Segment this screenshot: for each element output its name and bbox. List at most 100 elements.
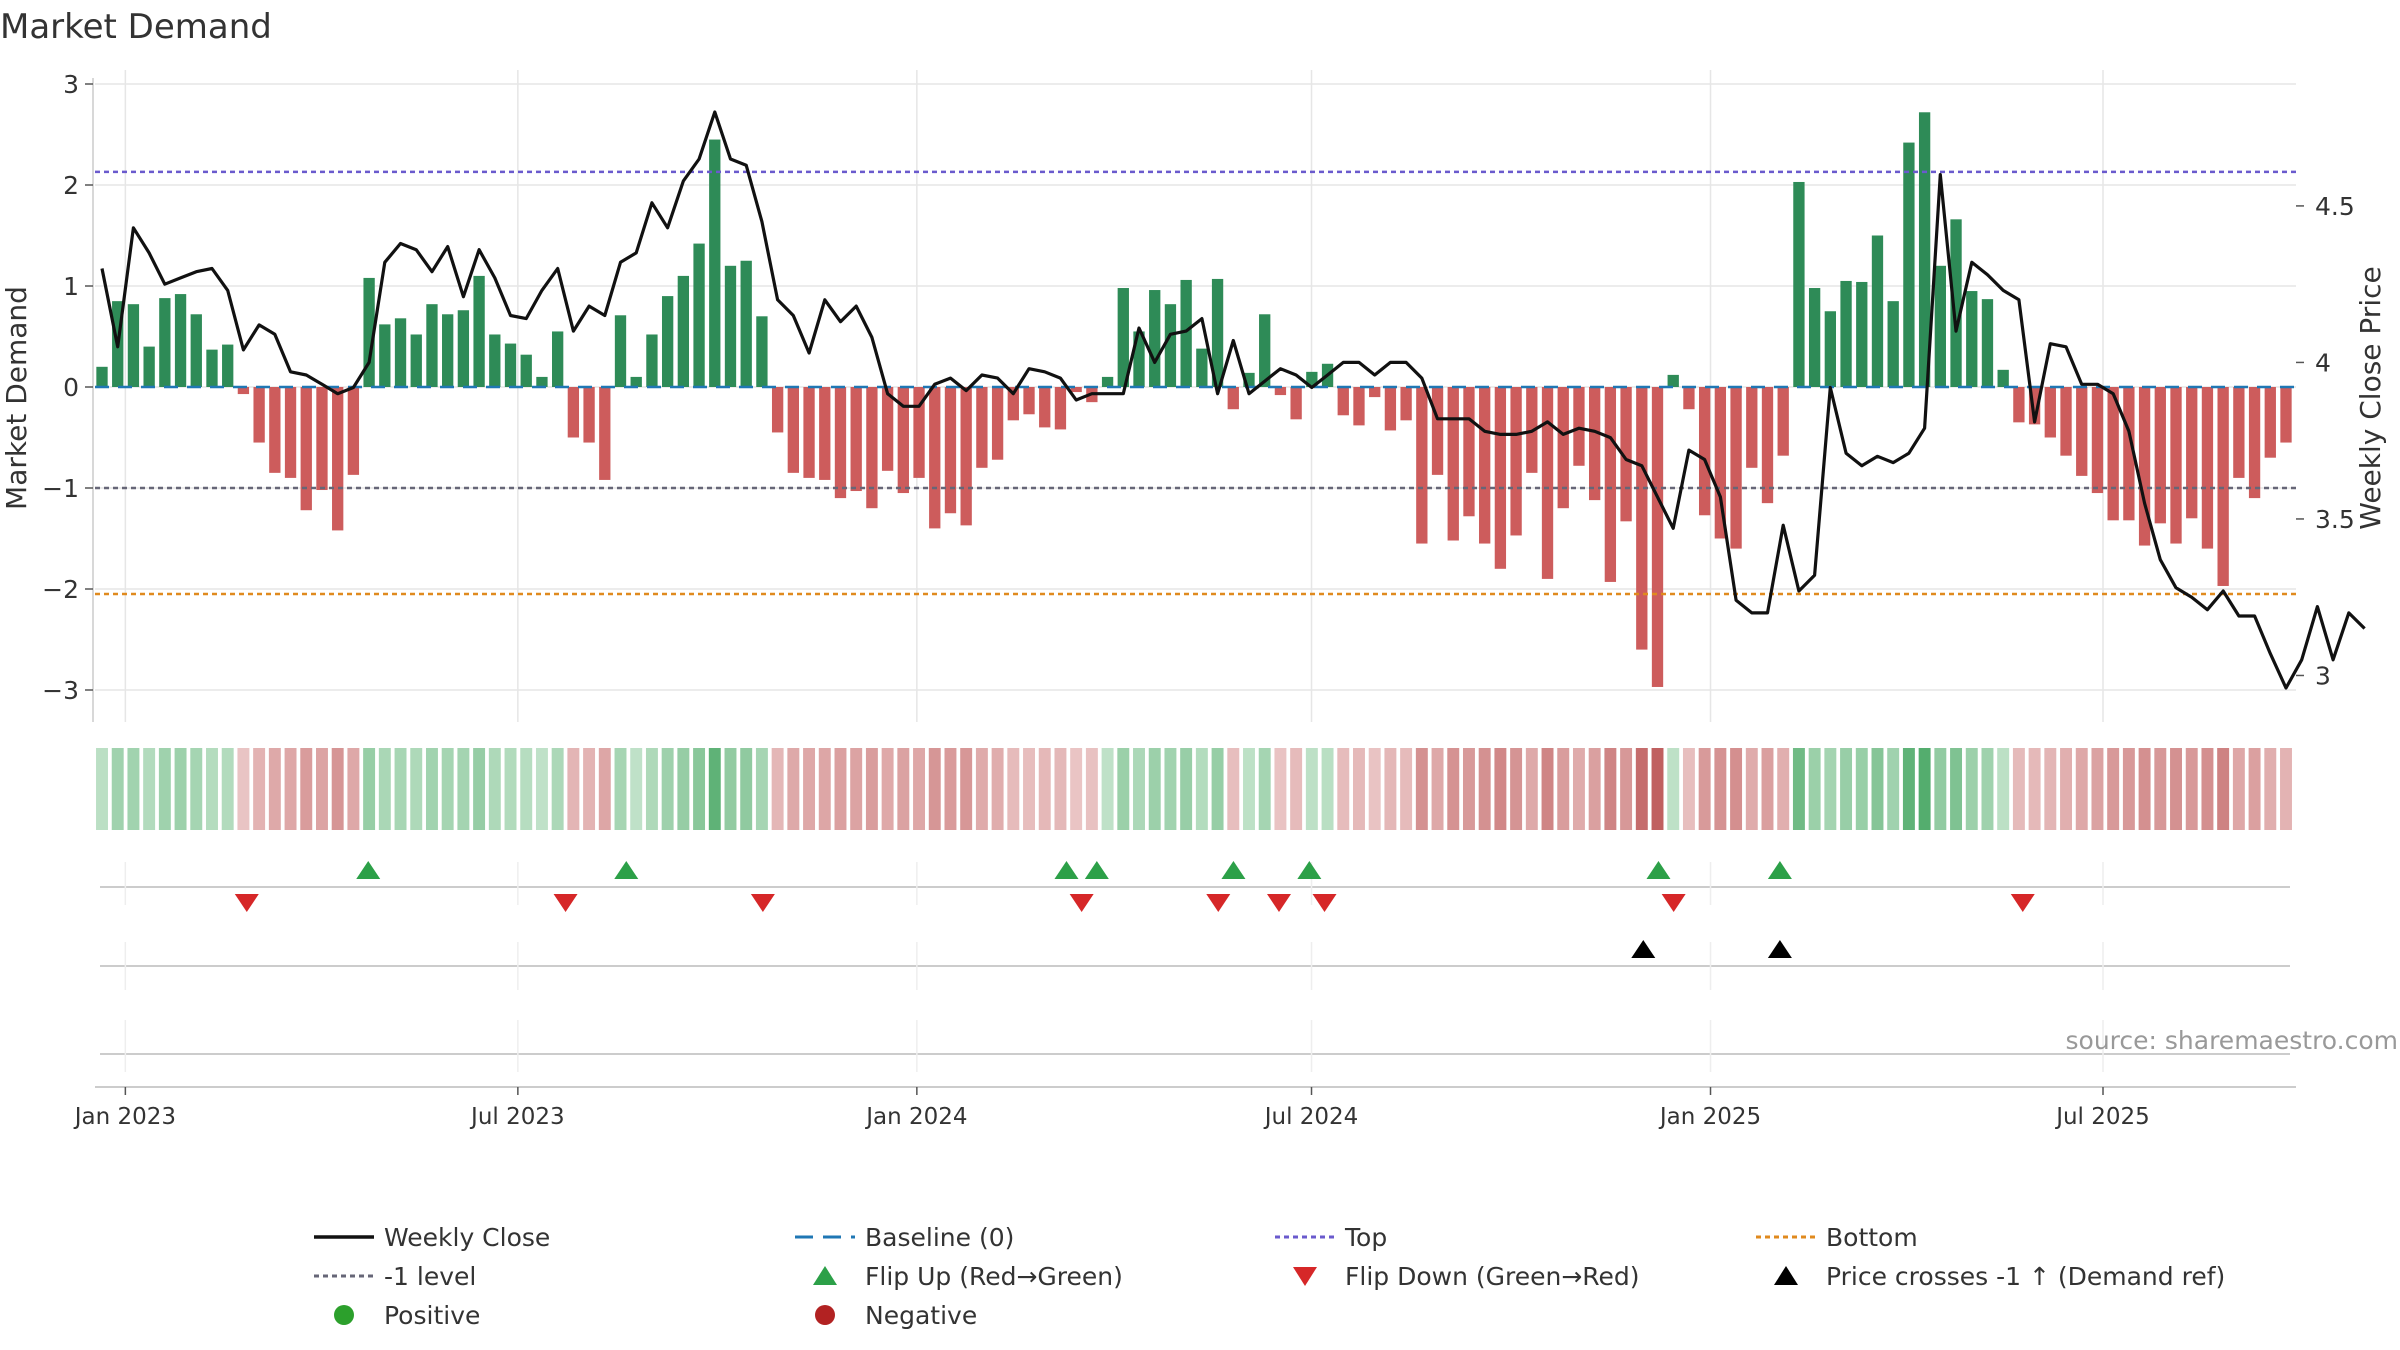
heat-cell — [1997, 748, 2010, 830]
x-tick-label: Jul 2024 — [1263, 1104, 1359, 1130]
flip-down-marker — [1069, 894, 1094, 912]
legend-label: Positive — [384, 1301, 480, 1330]
heat-cell — [425, 748, 438, 830]
heat-cell — [378, 748, 391, 830]
demand-bar-negative — [1007, 387, 1019, 421]
demand-bars — [96, 112, 2292, 687]
demand-bar-negative — [2248, 387, 2261, 499]
heat-cell — [253, 748, 266, 830]
heat-cell — [1698, 748, 1711, 830]
heat-cell — [1902, 748, 1915, 830]
demand-bar-negative — [1227, 387, 1239, 410]
demand-bar-positive — [1824, 311, 1837, 387]
demand-bar-negative — [929, 387, 941, 529]
demand-bar-negative — [2170, 387, 2182, 544]
heat-cell — [441, 748, 454, 830]
chart-title: Market Demand — [0, 7, 272, 47]
demand-bar-negative — [1683, 387, 1695, 410]
demand-bar-negative — [2186, 387, 2198, 519]
demand-bar-negative — [897, 387, 909, 494]
y-axis-label-left: Market Demand — [0, 286, 33, 510]
demand-bar-negative — [316, 387, 328, 491]
demand-bar-negative — [1557, 387, 1569, 509]
legend-label: Baseline (0) — [865, 1223, 1014, 1252]
legend-label: Bottom — [1826, 1223, 1918, 1252]
heat-cell — [850, 748, 863, 830]
heat-cell — [1133, 748, 1145, 830]
demand-bar-positive — [1981, 299, 1994, 387]
demand-bar-negative — [1589, 387, 1601, 501]
heat-cell — [394, 748, 407, 830]
demand-bar-negative — [1400, 387, 1412, 421]
heat-cell — [1761, 748, 1774, 830]
demand-bar-negative — [2091, 387, 2104, 494]
demand-bar-negative — [2060, 387, 2072, 456]
demand-bar-positive — [1840, 280, 1852, 387]
heat-cell — [1855, 748, 1868, 830]
event-marker-panel — [100, 861, 2290, 1072]
demand-bar-positive — [426, 304, 438, 387]
demand-bar-negative — [347, 387, 360, 475]
heat-cell — [1525, 748, 1538, 830]
heat-cell — [1965, 748, 1978, 830]
legend-item: Flip Down (Green→Red) — [1293, 1262, 1640, 1291]
heat-cell — [190, 748, 203, 830]
demand-bar-positive — [457, 310, 470, 387]
heat-cell — [410, 748, 423, 830]
heat-cell — [1887, 748, 1900, 830]
x-tick-label: Jan 2023 — [73, 1104, 176, 1130]
heat-cell — [1085, 748, 1098, 830]
heat-cell — [363, 748, 376, 830]
heat-cell — [2201, 748, 2214, 830]
heat-cell — [1651, 748, 1664, 830]
legend-swatch — [815, 1305, 835, 1325]
heat-cell — [1620, 748, 1633, 830]
heat-cell — [2122, 748, 2135, 830]
heat-cell — [2170, 748, 2182, 830]
heat-cell — [677, 748, 690, 830]
demand-bar-negative — [2107, 387, 2119, 521]
demand-bar-positive — [1997, 369, 2009, 387]
demand-bar-positive — [363, 277, 375, 387]
heat-cell — [1572, 748, 1585, 830]
y-axis-left: 3 2 1 0 −1 −2 −3 — [42, 70, 94, 722]
demand-bar-positive — [614, 315, 627, 387]
heat-cell — [991, 748, 1004, 830]
demand-bar-negative — [1541, 387, 1554, 579]
demand-bar-positive — [709, 139, 721, 387]
heat-cell — [803, 748, 816, 830]
heat-cell — [2012, 748, 2025, 830]
heat-cell — [347, 748, 360, 830]
heat-cell — [1243, 748, 1255, 830]
legend-swatch — [1293, 1267, 1317, 1286]
demand-bar-positive — [1887, 301, 1899, 387]
legend-item: Flip Up (Red→Green) — [813, 1262, 1123, 1291]
heat-cell — [1305, 748, 1318, 830]
heat-cell — [1871, 748, 1884, 830]
demand-bar-negative — [1023, 387, 1035, 415]
demand-bar-negative — [1714, 387, 1727, 539]
x-tick-label: Jan 2025 — [1658, 1104, 1761, 1130]
heat-cell — [2280, 748, 2292, 830]
heat-cell — [1792, 748, 1805, 830]
heat-cell — [1682, 748, 1695, 830]
demand-bar-positive — [551, 331, 564, 387]
demand-bar-negative — [583, 387, 595, 443]
heat-cell — [755, 748, 768, 830]
demand-bar-negative — [2123, 387, 2135, 521]
heat-cell — [928, 748, 941, 830]
flip-up-marker — [614, 861, 639, 879]
heat-cell — [2091, 748, 2104, 830]
heat-cell — [630, 748, 643, 830]
demand-bar-negative — [960, 387, 972, 526]
heat-cell — [1808, 748, 1821, 830]
demand-bar-positive — [1243, 372, 1255, 387]
x-tick-label: Jul 2023 — [469, 1104, 565, 1130]
heat-cell — [1745, 748, 1758, 830]
heat-cell — [473, 748, 486, 830]
heat-cell — [1384, 748, 1397, 830]
demand-bar-negative — [1054, 387, 1067, 430]
demand-bar-positive — [206, 349, 218, 387]
heat-cell — [881, 748, 894, 830]
demand-bar-negative — [300, 387, 312, 511]
